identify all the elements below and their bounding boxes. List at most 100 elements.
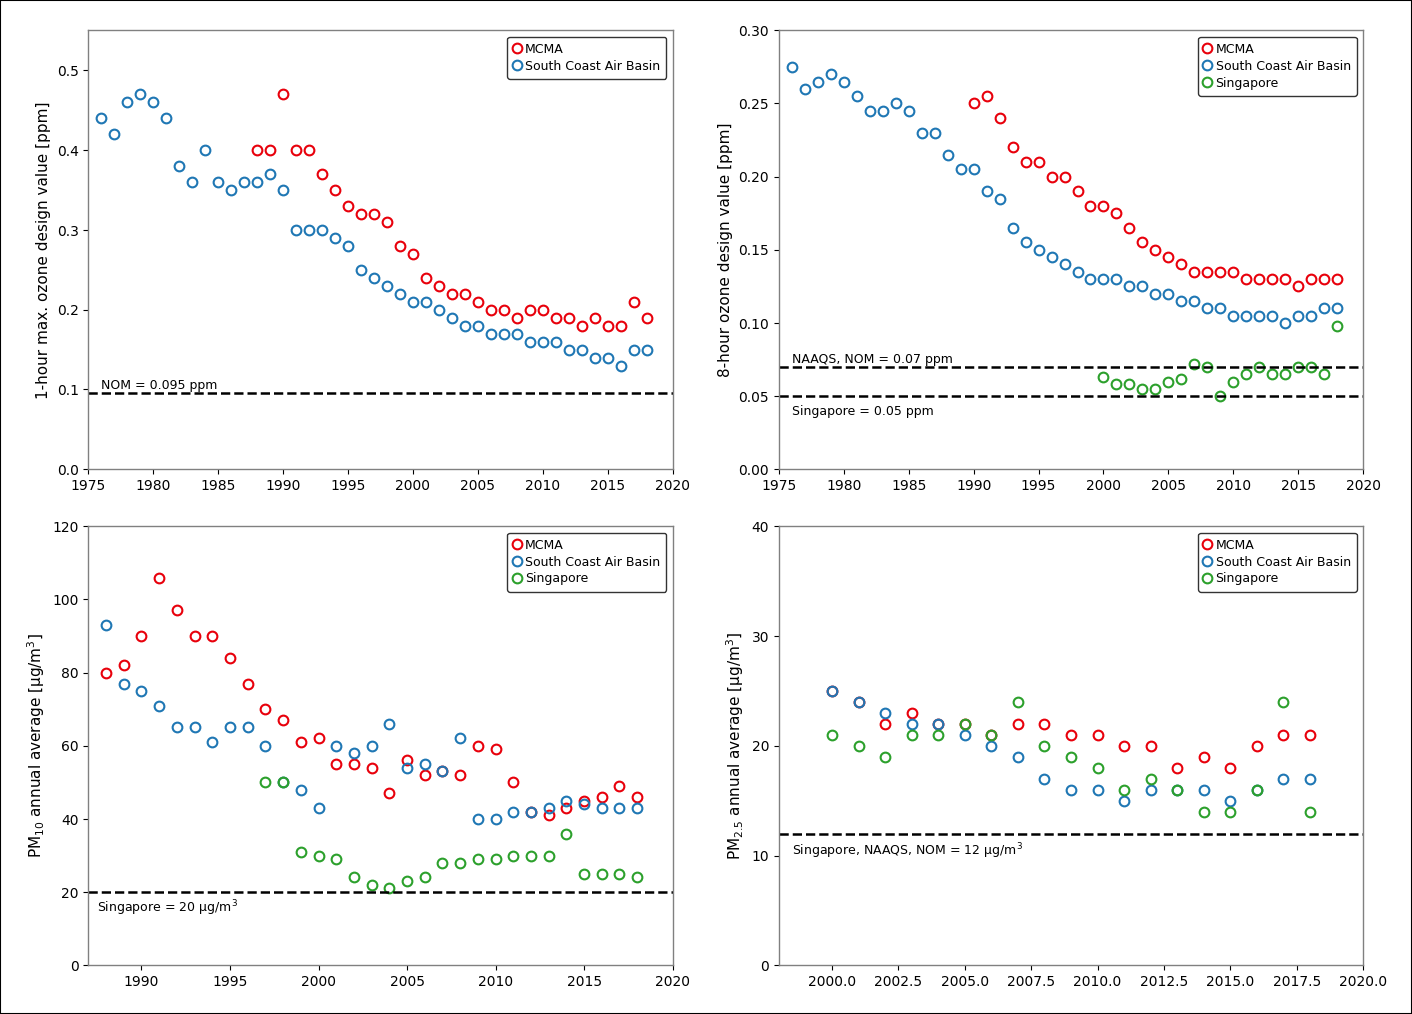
- MCMA: [1029, 156, 1046, 168]
- Singapore: [593, 868, 610, 880]
- South Coast Air Basin: [899, 104, 916, 117]
- Singapore: [1108, 378, 1125, 390]
- MCMA: [1316, 273, 1333, 285]
- MCMA: [203, 630, 220, 642]
- MCMA: [116, 659, 133, 671]
- South Coast Air Basin: [823, 684, 840, 697]
- MCMA: [1089, 729, 1106, 741]
- Singapore: [1062, 750, 1079, 763]
- MCMA: [1251, 273, 1268, 285]
- South Coast Air Basin: [1121, 281, 1138, 293]
- Singapore: [823, 729, 840, 741]
- South Coast Air Basin: [599, 352, 616, 364]
- MCMA: [1264, 273, 1281, 285]
- MCMA: [328, 758, 345, 771]
- MCMA: [558, 802, 575, 814]
- South Coast Air Basin: [1251, 309, 1268, 321]
- MCMA: [1276, 273, 1293, 285]
- MCMA: [611, 319, 628, 332]
- Singapore: [1115, 784, 1132, 796]
- South Coast Air Basin: [1238, 309, 1255, 321]
- South Coast Air Basin: [328, 740, 345, 752]
- South Coast Air Basin: [522, 805, 539, 817]
- South Coast Air Basin: [784, 61, 801, 73]
- Line: South Coast Air Basin: South Coast Air Basin: [786, 62, 1341, 328]
- MCMA: [1169, 762, 1186, 774]
- MCMA: [991, 113, 1008, 125]
- South Coast Air Basin: [979, 186, 995, 198]
- Singapore: [1134, 383, 1151, 395]
- MCMA: [1010, 718, 1027, 730]
- MCMA: [956, 718, 973, 730]
- South Coast Air Basin: [274, 777, 291, 789]
- MCMA: [877, 718, 894, 730]
- MCMA: [1238, 273, 1255, 285]
- South Coast Air Basin: [638, 344, 655, 356]
- Legend: MCMA, South Coast Air Basin, Singapore: MCMA, South Coast Air Basin, Singapore: [1197, 37, 1357, 95]
- South Coast Air Basin: [443, 311, 460, 323]
- South Coast Air Basin: [1029, 243, 1046, 256]
- MCMA: [1062, 729, 1079, 741]
- South Coast Air Basin: [261, 168, 278, 180]
- MCMA: [311, 732, 328, 744]
- South Coast Air Basin: [496, 328, 513, 340]
- MCMA: [151, 572, 168, 584]
- South Coast Air Basin: [504, 805, 521, 817]
- South Coast Air Basin: [106, 128, 123, 140]
- South Coast Air Basin: [926, 127, 943, 139]
- MCMA: [1108, 207, 1125, 219]
- Text: Singapore, NAAQS, NOM = 12 μg/m$^3$: Singapore, NAAQS, NOM = 12 μg/m$^3$: [792, 842, 1024, 861]
- MCMA: [469, 740, 486, 752]
- South Coast Air Basin: [1108, 273, 1125, 285]
- MCMA: [1147, 243, 1163, 256]
- Singapore: [1094, 371, 1111, 383]
- Singapore: [956, 718, 973, 730]
- MCMA: [313, 168, 330, 180]
- MCMA: [378, 216, 395, 228]
- MCMA: [964, 97, 981, 110]
- MCMA: [398, 754, 415, 767]
- South Coast Air Basin: [151, 700, 168, 712]
- South Coast Air Basin: [1069, 266, 1086, 278]
- South Coast Air Basin: [456, 319, 473, 332]
- MCMA: [1082, 200, 1099, 212]
- MCMA: [522, 805, 539, 817]
- South Coast Air Basin: [887, 97, 904, 110]
- MCMA: [353, 208, 370, 220]
- Singapore: [292, 846, 309, 858]
- South Coast Air Basin: [586, 352, 603, 364]
- MCMA: [274, 714, 291, 726]
- MCMA: [1289, 281, 1306, 293]
- South Coast Air Basin: [1147, 288, 1163, 300]
- MCMA: [823, 684, 840, 697]
- MCMA: [593, 791, 610, 803]
- Line: MCMA: MCMA: [102, 573, 642, 820]
- South Coast Air Basin: [274, 184, 291, 196]
- South Coast Air Basin: [398, 762, 415, 774]
- MCMA: [929, 718, 946, 730]
- South Coast Air Basin: [313, 224, 330, 236]
- MCMA: [599, 319, 616, 332]
- Singapore: [1289, 361, 1306, 373]
- Singapore: [1010, 696, 1027, 708]
- Singapore: [274, 777, 291, 789]
- South Coast Air Basin: [991, 193, 1008, 205]
- MCMA: [1094, 200, 1111, 212]
- Singapore: [452, 857, 469, 869]
- South Coast Air Basin: [404, 296, 421, 308]
- Singapore: [1221, 805, 1238, 817]
- South Coast Air Basin: [1017, 236, 1034, 248]
- South Coast Air Basin: [196, 144, 213, 156]
- South Coast Air Basin: [1316, 302, 1333, 314]
- MCMA: [1036, 718, 1053, 730]
- Singapore: [877, 750, 894, 763]
- Text: Singapore = 0.05 ppm: Singapore = 0.05 ppm: [792, 406, 933, 418]
- MCMA: [1115, 740, 1132, 752]
- South Coast Air Basin: [1094, 273, 1111, 285]
- Singapore: [433, 857, 450, 869]
- South Coast Air Basin: [186, 722, 203, 734]
- Singapore: [904, 729, 921, 741]
- Line: South Coast Air Basin: South Coast Air Basin: [96, 89, 651, 370]
- South Coast Air Basin: [97, 620, 114, 632]
- MCMA: [508, 311, 525, 323]
